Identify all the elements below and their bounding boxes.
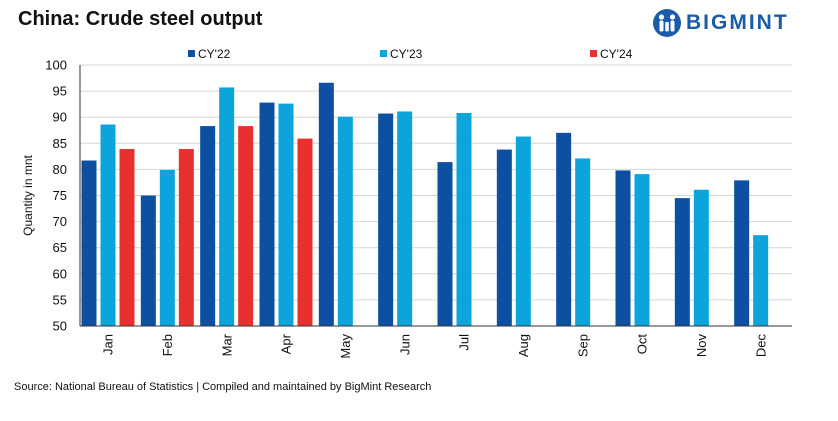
x-tick-label: Jul xyxy=(457,334,472,351)
bar-cy23-dec xyxy=(753,235,769,326)
x-tick-label: Mar xyxy=(219,333,234,356)
legend: CY'22 CY'23 CY'24 xyxy=(188,47,633,61)
legend-label: CY'24 xyxy=(600,47,633,61)
chart-title: China: Crude steel output xyxy=(18,8,263,30)
bar-cy24-apr xyxy=(297,138,313,326)
bar-cy23-nov xyxy=(693,189,709,326)
logo-text: BIGMINT xyxy=(686,11,789,34)
y-tick-label: 100 xyxy=(45,58,67,73)
x-tick-label: Nov xyxy=(694,334,709,358)
x-tick-label: Sep xyxy=(575,334,590,357)
x-tick-label: Aug xyxy=(516,334,531,357)
bar-cy22-apr xyxy=(259,102,275,326)
bar-cy23-aug xyxy=(515,136,531,326)
x-tick-label: Jun xyxy=(397,334,412,355)
x-tick-label: Oct xyxy=(635,334,650,355)
bar-cy22-oct xyxy=(615,170,631,326)
bar-cy22-dec xyxy=(734,180,750,326)
bars xyxy=(81,82,769,327)
bar-chart: CY'22 CY'23 CY'24 50556065707580859095100 … xyxy=(21,47,792,359)
bar-cy23-jan xyxy=(100,124,116,327)
y-tick-label: 85 xyxy=(53,136,67,151)
bar-cy24-feb xyxy=(178,149,194,326)
y-tick-label: 70 xyxy=(53,214,67,229)
legend-label: CY'23 xyxy=(390,47,423,61)
x-tick-label: Apr xyxy=(279,333,294,354)
y-tick-label: 95 xyxy=(53,84,67,99)
y-tick-label: 75 xyxy=(53,188,67,203)
legend-swatch xyxy=(380,50,387,57)
y-axis-label: Quantity in mnt xyxy=(21,154,35,235)
bar-cy23-apr xyxy=(278,103,294,327)
bar-cy22-jul xyxy=(437,162,453,326)
legend-label: CY'22 xyxy=(198,47,231,61)
bar-cy22-jun xyxy=(378,113,394,327)
y-tick-label: 50 xyxy=(53,319,67,334)
x-tick-label: May xyxy=(338,334,353,359)
y-tick-label: 80 xyxy=(53,162,67,177)
bar-cy23-sep xyxy=(575,158,591,326)
x-tick-label: Feb xyxy=(160,334,175,356)
bar-cy22-nov xyxy=(674,198,690,326)
bigmint-logo-icon xyxy=(653,9,681,37)
legend-swatch xyxy=(188,50,195,57)
bar-cy23-jun xyxy=(397,111,413,326)
bar-cy24-mar xyxy=(238,126,254,326)
bar-cy23-may xyxy=(337,116,353,326)
bar-cy22-may xyxy=(318,82,334,326)
y-axis: 50 55 60 65 70 75 80 85 90 95 100 xyxy=(45,58,792,334)
y-tick-label: 90 xyxy=(53,110,67,125)
bar-cy23-jul xyxy=(456,113,472,326)
bar-cy22-sep xyxy=(556,132,572,326)
source-note: Source: National Bureau of Statistics | … xyxy=(14,381,432,393)
bar-cy23-oct xyxy=(634,174,650,326)
bar-cy22-feb xyxy=(140,195,156,326)
y-tick-label: 60 xyxy=(53,266,67,281)
y-tick-label: 55 xyxy=(53,292,67,307)
bar-cy23-mar xyxy=(219,87,235,326)
x-tick-label: Dec xyxy=(753,334,768,358)
bar-cy22-jan xyxy=(81,160,97,326)
y-tick-label: 65 xyxy=(53,240,67,255)
bigmint-logo: BIGMINT xyxy=(652,8,789,38)
legend-swatch xyxy=(590,50,597,57)
bar-cy22-mar xyxy=(200,126,216,326)
bar-cy24-jan xyxy=(119,149,135,326)
bar-cy22-aug xyxy=(496,149,512,326)
x-tick-label: Jan xyxy=(101,334,116,355)
bar-cy23-feb xyxy=(159,169,175,326)
x-axis: Jan Feb Mar Apr May Jun Jul Aug Sep Oct Nov Dec xyxy=(101,333,769,358)
